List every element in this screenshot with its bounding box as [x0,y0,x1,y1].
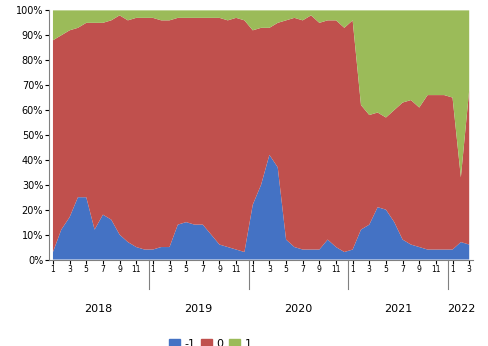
Legend: -1, 0, 1: -1, 0, 1 [164,335,256,346]
Text: 2019: 2019 [184,304,213,315]
Text: 2022: 2022 [447,304,475,315]
Text: 2021: 2021 [385,304,412,315]
Text: 2018: 2018 [84,304,113,315]
Text: 2020: 2020 [285,304,313,315]
